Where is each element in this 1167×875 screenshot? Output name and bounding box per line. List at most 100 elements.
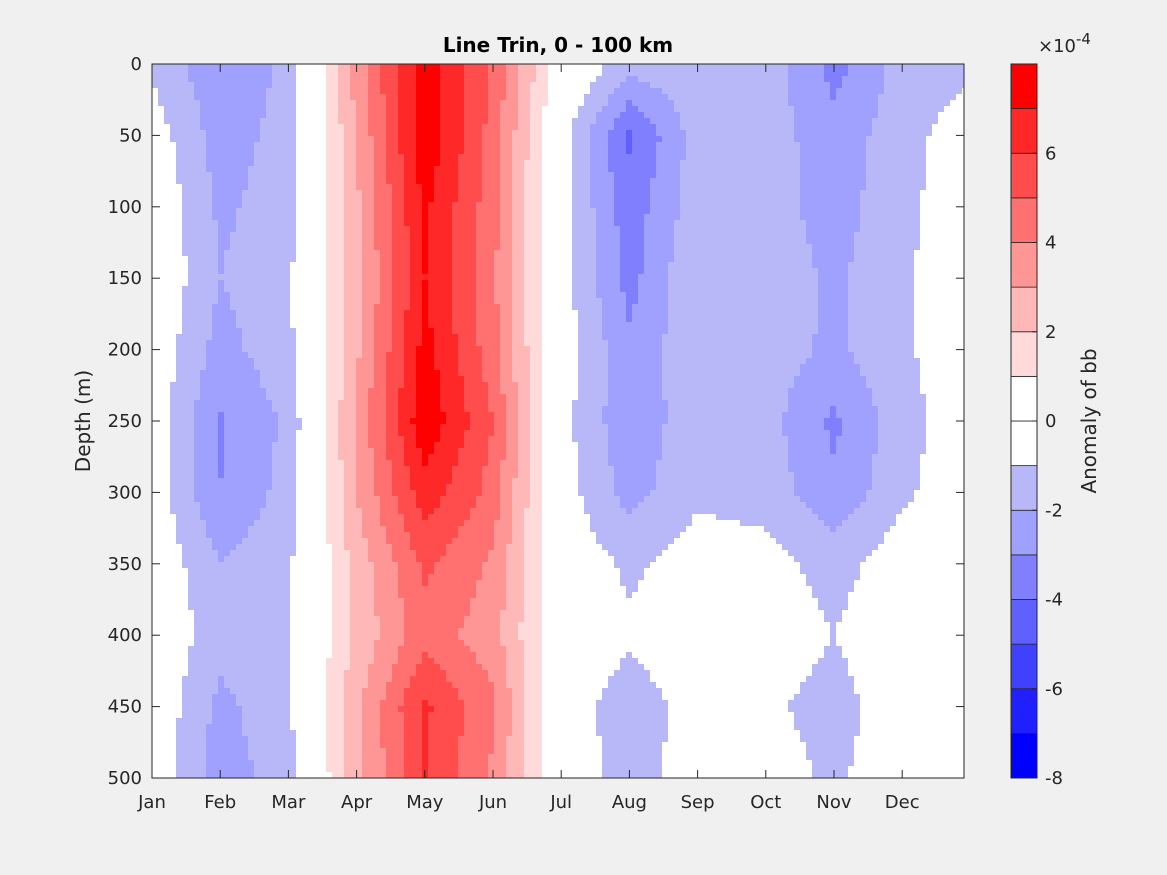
contour-cell <box>164 298 171 305</box>
contour-cell <box>176 742 183 749</box>
contour-cell <box>362 94 369 101</box>
contour-cell <box>320 466 327 473</box>
contour-cell <box>350 82 357 89</box>
contour-cell <box>242 406 249 413</box>
contour-cell <box>200 190 207 197</box>
contour-cell <box>182 310 189 317</box>
contour-cell <box>200 106 207 113</box>
contour-cell <box>194 448 201 455</box>
contour-cell <box>368 628 375 635</box>
contour-cell <box>374 88 381 95</box>
contour-cell <box>386 400 393 407</box>
contour-cell <box>236 226 243 233</box>
contour-cell <box>272 322 279 329</box>
contour-cell <box>398 484 405 491</box>
contour-cell <box>326 226 333 233</box>
contour-cell <box>278 238 285 245</box>
contour-cell <box>194 604 201 611</box>
contour-cell <box>368 70 375 77</box>
contour-cell <box>272 340 279 347</box>
contour-cell <box>266 514 273 521</box>
contour-cell <box>272 646 279 653</box>
contour-cell <box>362 106 369 113</box>
contour-cell <box>164 322 171 329</box>
contour-cell <box>170 346 177 353</box>
contour-cell <box>224 322 231 329</box>
contour-cell <box>290 292 297 299</box>
contour-cell <box>320 562 327 569</box>
contour-cell <box>188 388 195 395</box>
contour-cell <box>158 550 165 557</box>
contour-cell <box>380 694 387 701</box>
contour-cell <box>236 214 243 221</box>
contour-cell <box>314 550 321 557</box>
contour-cell <box>350 430 357 437</box>
contour-cell <box>200 286 207 293</box>
contour-cell <box>206 568 213 575</box>
contour-cell <box>182 142 189 149</box>
contour-cell <box>290 274 297 281</box>
contour-cell <box>398 436 405 443</box>
contour-cell <box>332 280 339 287</box>
contour-cell <box>260 742 267 749</box>
contour-cell <box>392 160 399 167</box>
contour-cell <box>254 64 261 71</box>
contour-cell <box>188 160 195 167</box>
contour-cell <box>368 718 375 725</box>
contour-cell <box>356 658 363 665</box>
contour-cell <box>260 646 267 653</box>
contour-cell <box>194 286 201 293</box>
contour-cell <box>398 388 405 395</box>
contour-cell <box>218 232 225 239</box>
contour-cell <box>344 610 351 617</box>
contour-cell <box>266 196 273 203</box>
contour-cell <box>242 292 249 299</box>
contour-cell <box>170 460 177 467</box>
contour-cell <box>224 616 231 623</box>
contour-cell <box>218 394 225 401</box>
contour-cell <box>308 556 315 563</box>
contour-cell <box>218 316 225 323</box>
contour-cell <box>188 670 195 677</box>
contour-cell <box>380 436 387 443</box>
contour-cell <box>158 262 165 269</box>
contour-cell <box>362 298 369 305</box>
contour-cell <box>278 418 285 425</box>
contour-cell <box>152 748 159 755</box>
contour-cell <box>272 382 279 389</box>
contour-cell <box>224 514 231 521</box>
contour-cell <box>368 142 375 149</box>
contour-cell <box>182 562 189 569</box>
contour-cell <box>296 448 303 455</box>
contour-cell <box>188 448 195 455</box>
contour-cell <box>320 94 327 101</box>
contour-cell <box>230 178 237 185</box>
contour-cell <box>344 442 351 449</box>
contour-cell <box>170 112 177 119</box>
contour-cell <box>266 580 273 587</box>
contour-cell <box>266 610 273 617</box>
contour-cell <box>236 442 243 449</box>
contour-cell <box>374 616 381 623</box>
contour-cell <box>230 226 237 233</box>
contour-cell <box>332 346 339 353</box>
contour-cell <box>314 124 321 131</box>
contour-cell <box>260 682 267 689</box>
contour-cell <box>188 220 195 227</box>
contour-cell <box>188 442 195 449</box>
contour-cell <box>218 760 225 767</box>
contour-cell <box>194 100 201 107</box>
contour-cell <box>308 682 315 689</box>
contour-cell <box>254 238 261 245</box>
contour-cell <box>230 166 237 173</box>
contour-cell <box>218 130 225 137</box>
contour-cell <box>344 226 351 233</box>
contour-cell <box>182 484 189 491</box>
contour-cell <box>368 370 375 377</box>
contour-cell <box>368 310 375 317</box>
contour-cell <box>338 136 345 143</box>
contour-cell <box>158 568 165 575</box>
contour-cell <box>158 322 165 329</box>
contour-cell <box>326 382 333 389</box>
contour-cell <box>296 436 303 443</box>
